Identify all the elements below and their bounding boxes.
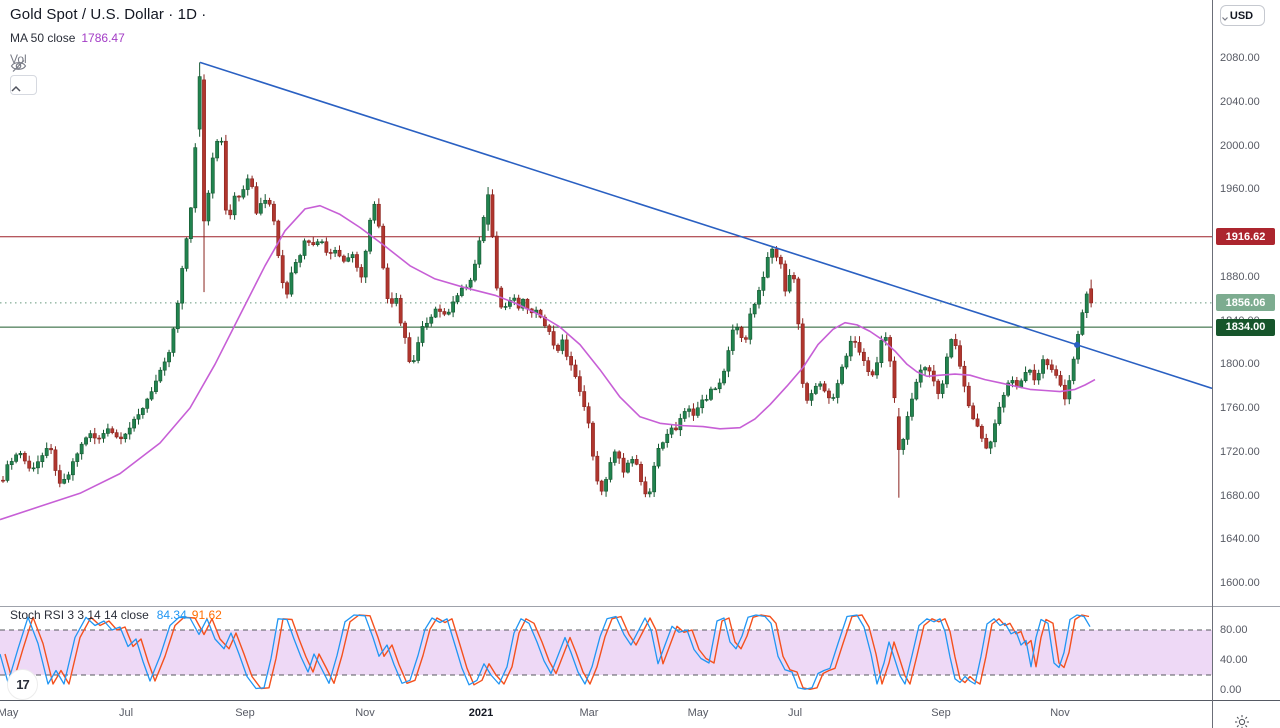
time-tick-label: Sep xyxy=(931,707,951,719)
pane-separator[interactable] xyxy=(0,606,1280,607)
stoch-tick-label: 40.00 xyxy=(1220,654,1248,666)
time-tick-label: May xyxy=(687,707,709,719)
timezone-button[interactable] xyxy=(1234,704,1256,728)
time-tick-label: May xyxy=(0,707,19,719)
price-axis[interactable]: 2120.002080.002040.002000.001960.001920.… xyxy=(1213,0,1280,700)
price-label-badge: 1834.00 xyxy=(1216,318,1275,336)
ma-legend-value: 1786.47 xyxy=(81,31,125,45)
price-tick-label: 1640.00 xyxy=(1220,533,1260,546)
ma-legend-label: MA 50 close xyxy=(10,31,76,45)
price-chart-canvas xyxy=(0,61,1212,521)
price-tick-label: 1960.00 xyxy=(1220,183,1260,196)
time-tick-label: Jul xyxy=(118,707,134,719)
price-label-badge: 1856.06 xyxy=(1216,294,1275,312)
price-tick-label: 2000.00 xyxy=(1220,139,1260,152)
stoch-rsi-canvas xyxy=(0,614,1212,691)
stoch-tick-label: 80.00 xyxy=(1220,624,1248,636)
stoch-tick-label: 0.00 xyxy=(1220,684,1242,696)
price-tick-label: 2040.00 xyxy=(1220,95,1260,108)
price-tick-label: 1880.00 xyxy=(1220,270,1260,283)
price-tick-label: 1760.00 xyxy=(1220,402,1260,414)
time-tick-label: Mar xyxy=(579,707,599,719)
price-tick-label: 1800.00 xyxy=(1220,358,1260,371)
chart-legend: Gold Spot / U.S. Dollar · 1D · MA 50 clo… xyxy=(10,6,206,95)
price-tick-label: 1720.00 xyxy=(1220,445,1260,458)
ma-legend[interactable]: MA 50 close 1786.47 xyxy=(10,31,206,45)
time-axis[interactable]: May Jul Sep Nov 2021 Mar May Jul Sep Nov xyxy=(0,701,1212,728)
price-tick-label: 1680.00 xyxy=(1220,489,1260,502)
stoch-rsi-legend[interactable]: Stoch RSI 3 3 14 14 close 84.34 91.62 xyxy=(10,608,222,622)
currency-label: USD xyxy=(1229,9,1254,22)
stoch-k-value: 84.34 xyxy=(156,608,187,622)
symbol-title[interactable]: Gold Spot / U.S. Dollar · 1D · xyxy=(10,6,207,23)
price-label-badge: 1916.62 xyxy=(1216,228,1275,246)
stoch-legend-label: Stoch RSI 3 3 14 14 close xyxy=(10,608,149,622)
time-tick-label: Nov xyxy=(1050,707,1070,719)
time-tick-label: Jul xyxy=(787,707,803,719)
price-tick-label: 1600.00 xyxy=(1220,577,1260,589)
price-tick-label: 2080.00 xyxy=(1220,52,1260,64)
currency-toggle-button[interactable]: USD xyxy=(1220,5,1265,26)
time-tick-label: Sep xyxy=(235,707,255,719)
stoch-d-value: 91.62 xyxy=(191,608,222,622)
time-tick-label: Nov xyxy=(355,707,375,719)
price-axis-border xyxy=(1212,0,1213,728)
collapse-legend-button[interactable] xyxy=(10,75,37,95)
tradingview-logo[interactable]: 17 xyxy=(7,669,38,700)
time-axis-separator xyxy=(0,700,1280,701)
volume-legend[interactable]: Vol xyxy=(10,52,206,72)
time-tick-label: 2021 xyxy=(468,707,494,719)
